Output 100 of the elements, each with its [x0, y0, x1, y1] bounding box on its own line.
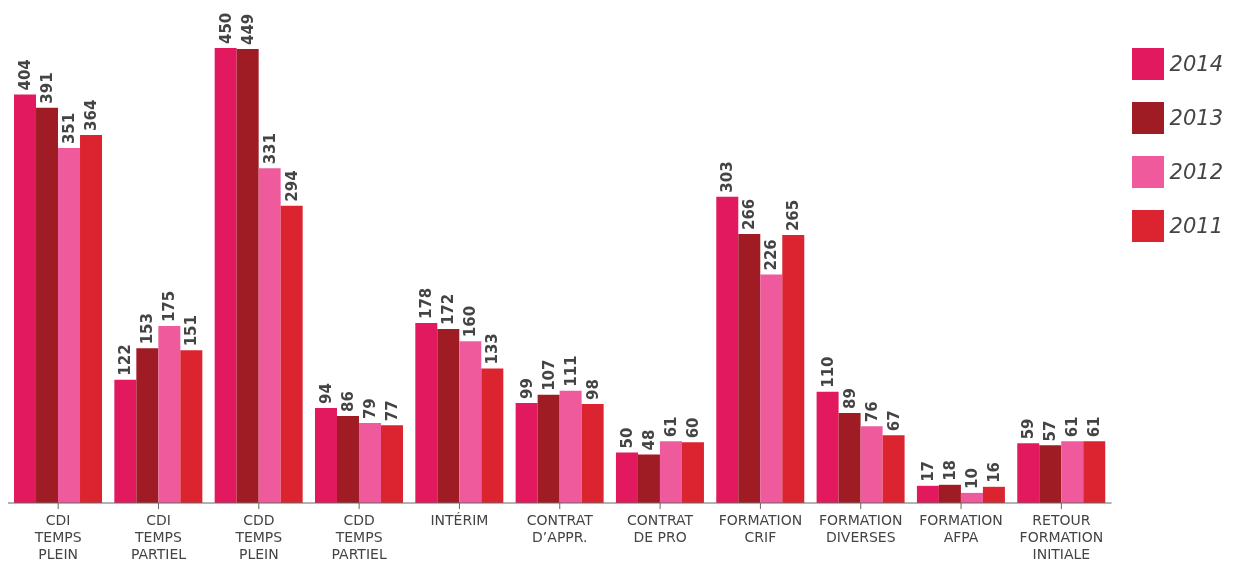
bar: [214, 48, 237, 503]
bar: [314, 407, 337, 503]
bar: [437, 329, 460, 503]
bar: [258, 168, 281, 503]
legend-label: 2014: [1169, 52, 1223, 76]
data-label: 175: [160, 290, 179, 323]
bar: [916, 485, 939, 503]
bar: [136, 348, 159, 503]
data-label: 404: [16, 59, 35, 91]
data-label: 76: [862, 401, 881, 423]
data-label: 265: [784, 199, 803, 232]
bar: [158, 326, 181, 503]
data-label: 133: [483, 333, 502, 365]
x-tick-label: FORMATION AFPA: [919, 512, 1003, 545]
data-label: 364: [82, 99, 101, 131]
bar: [537, 394, 560, 503]
data-label: 61: [661, 416, 680, 438]
bar: [637, 454, 660, 503]
bar: [380, 425, 403, 503]
x-tick-label: FORMATION CRIF: [718, 512, 803, 545]
data-label: 226: [762, 239, 781, 271]
bar: [1039, 445, 1062, 503]
bar: [58, 148, 81, 503]
data-label: 449: [238, 13, 257, 46]
x-tick-label: CONTRAT D’APPR.: [526, 512, 594, 545]
bar: [459, 341, 482, 503]
legend-label: 2011: [1169, 214, 1223, 238]
bar: [236, 49, 259, 503]
data-label: 67: [884, 410, 903, 432]
data-label: 17: [918, 460, 937, 482]
data-label: 18: [940, 459, 959, 481]
bar: [760, 274, 783, 503]
bar: [14, 94, 37, 503]
bar: [1061, 441, 1084, 503]
data-label: 59: [1019, 418, 1038, 440]
data-label: 153: [138, 312, 157, 345]
bar: [681, 442, 704, 503]
x-tick-label: CDD TEMPS PARTIEL: [331, 512, 387, 562]
data-label: 391: [38, 72, 57, 104]
data-label: 172: [439, 293, 458, 326]
data-label: 266: [740, 198, 759, 231]
data-label: 98: [583, 379, 602, 400]
data-label: 10: [962, 468, 981, 489]
data-label: 151: [182, 315, 201, 347]
data-label: 111: [561, 355, 580, 387]
data-label: 110: [818, 356, 837, 388]
bar: [559, 390, 582, 503]
bar: [581, 403, 604, 503]
bar: [716, 196, 739, 503]
data-label: 57: [1041, 420, 1060, 442]
x-tick-label: CDD TEMPS PLEIN: [234, 512, 283, 562]
legend-label: 2012: [1169, 160, 1223, 184]
data-label: 294: [282, 170, 301, 202]
bar: [659, 441, 682, 503]
x-tick-label: FORMATION DIVERSES: [818, 512, 903, 545]
bar: [738, 234, 761, 503]
x-tick-label: RETOUR FORMATION INITIALE: [1019, 512, 1104, 562]
data-label: 107: [539, 359, 558, 391]
x-tick-label: CDI TEMPS PARTIEL: [130, 512, 187, 562]
x-tick-label: INTÉRIM: [430, 512, 489, 528]
data-label: 86: [338, 391, 357, 413]
data-label: 79: [360, 398, 379, 420]
bar: [80, 134, 103, 503]
bar: [280, 205, 303, 503]
legend-label: 2013: [1169, 106, 1223, 130]
bar: [36, 107, 59, 503]
bar: [481, 368, 504, 503]
data-label: 94: [316, 383, 335, 404]
data-label: 331: [260, 133, 279, 165]
bar: [1083, 441, 1106, 503]
data-label: 303: [718, 161, 737, 193]
x-tick-label: CDI TEMPS PLEIN: [33, 512, 82, 562]
data-label: 160: [461, 305, 480, 338]
bar: [782, 235, 805, 503]
bar: [615, 452, 638, 503]
data-label: 16: [984, 461, 1003, 483]
data-label: 48: [639, 429, 658, 451]
bar: [982, 486, 1005, 503]
bar: [816, 391, 839, 503]
data-label: 61: [1063, 416, 1082, 438]
bar: [415, 323, 438, 503]
data-label: 89: [840, 388, 859, 410]
data-label: 178: [417, 287, 436, 320]
bar: [838, 413, 861, 503]
data-label: 351: [60, 112, 79, 145]
data-label: 50: [617, 427, 636, 449]
x-tick-label: CONTRAT DE PRO: [627, 512, 694, 545]
bar: [1017, 443, 1040, 503]
bar: [515, 402, 538, 503]
bar: [180, 350, 203, 503]
bar: [336, 416, 359, 503]
bar: [882, 435, 905, 503]
data-label: 122: [116, 344, 135, 376]
data-label: 450: [216, 12, 235, 44]
data-label: 61: [1085, 416, 1104, 438]
data-label: 99: [517, 378, 536, 399]
data-label: 60: [683, 417, 702, 439]
data-label: 77: [382, 400, 401, 422]
bar: [938, 484, 961, 503]
bar: [358, 423, 381, 503]
